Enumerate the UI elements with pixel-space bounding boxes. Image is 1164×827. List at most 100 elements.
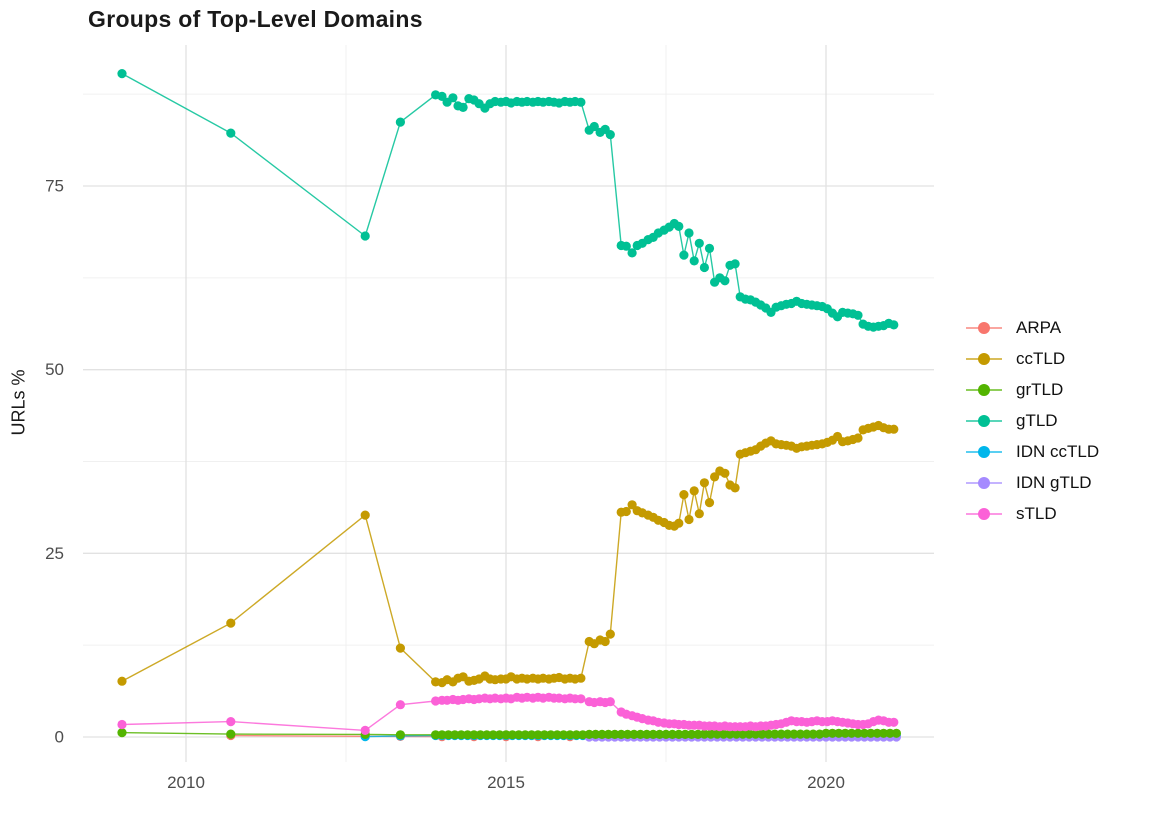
series-point-grtld: [610, 729, 620, 740]
series-point-grtld: [463, 730, 473, 740]
series-point-grtld: [443, 730, 453, 740]
series-point-stld: [576, 694, 586, 704]
series-point-grtld: [885, 728, 895, 738]
series-point-grtld: [872, 728, 882, 738]
legend-item-stld: sTLD: [966, 504, 1099, 524]
series-point-grtld: [853, 728, 863, 738]
legend-key-icon: [966, 442, 1002, 462]
series-point-grtld: [751, 729, 761, 739]
series-point-cctld: [360, 510, 370, 520]
legend-label: grTLD: [1016, 380, 1064, 399]
series-point-grtld: [507, 730, 517, 740]
series-point-cctld: [694, 509, 704, 519]
series-point-stld: [360, 725, 370, 736]
series-point-grtld: [706, 729, 716, 739]
series-point-grtld: [744, 729, 754, 739]
series-point-grtld: [776, 729, 786, 739]
series-point-grtld: [642, 729, 652, 740]
series-point-grtld: [635, 729, 646, 740]
series-point-grtld: [514, 730, 524, 740]
series-point-cctld: [576, 673, 586, 683]
series-point-gtld: [689, 256, 699, 266]
series-point-stld: [889, 717, 899, 727]
series-point-grtld: [437, 730, 447, 740]
series-point-grtld: [559, 730, 569, 740]
series-point-gtld: [621, 241, 631, 251]
legend-item-grtld: grTLD: [966, 380, 1099, 400]
series-point-gtld: [448, 93, 458, 103]
series-point-gtld: [226, 128, 236, 138]
series-point-grtld: [495, 730, 505, 740]
series-point-cctld: [684, 514, 694, 525]
series-point-grtld: [552, 730, 562, 740]
series-point-gtld: [627, 248, 637, 258]
series-point-grtld: [667, 729, 678, 740]
series-point-cctld: [674, 518, 684, 528]
series-point-gtld: [674, 221, 684, 231]
series-point-gtld: [360, 231, 370, 241]
series-point-cctld: [889, 424, 899, 434]
series-point-grtld: [488, 730, 498, 740]
series-point-grtld: [629, 729, 639, 740]
series-point-grtld: [469, 730, 479, 740]
series-point-cctld: [699, 478, 710, 488]
series-point-cctld: [853, 433, 863, 443]
series-point-stld: [605, 697, 615, 707]
series-point-cctld: [605, 629, 615, 639]
series-point-grtld: [808, 729, 818, 739]
legend-label: ccTLD: [1016, 349, 1066, 368]
series-point-grtld: [655, 729, 665, 740]
y-tick-label: 25: [45, 544, 64, 563]
series-point-gtld: [699, 262, 710, 273]
series-point-grtld: [719, 729, 729, 739]
series-point-grtld: [597, 729, 607, 740]
legend-item-idn-cctld: IDN ccTLD: [966, 442, 1099, 462]
series-point-cctld: [600, 636, 610, 647]
y-tick-label: 0: [55, 728, 64, 747]
series-point-cctld: [730, 483, 740, 493]
series-point-grtld: [821, 728, 831, 738]
series-point-gtld: [117, 69, 127, 79]
series-point-grtld: [712, 729, 722, 739]
series-point-gtld: [395, 117, 405, 127]
series-point-grtld: [520, 730, 530, 740]
series-point-grtld: [789, 729, 799, 739]
series-point-gtld: [853, 310, 863, 320]
series-point-grtld: [603, 729, 614, 740]
legend-key-icon: [966, 380, 1002, 400]
chart-title: Groups of Top-Level Domains: [88, 6, 423, 32]
series-point-gtld: [889, 320, 899, 330]
legend-key-icon: [966, 411, 1002, 431]
legend-item-arpa: ARPA: [966, 318, 1099, 338]
series-point-grtld: [680, 729, 690, 740]
series-point-grtld: [501, 730, 511, 740]
series-point-grtld: [795, 729, 806, 739]
series-point-grtld: [450, 730, 460, 740]
series-point-cctld: [689, 486, 699, 496]
series-point-gtld: [684, 228, 694, 238]
series-point-grtld: [783, 729, 793, 739]
series-point-grtld: [527, 730, 537, 740]
series-point-cctld: [710, 472, 720, 482]
series-point-grtld: [482, 730, 492, 740]
legend-item-gtld: gTLD: [966, 411, 1099, 431]
series-point-grtld: [738, 729, 748, 739]
series-point-grtld: [571, 730, 582, 740]
series-point-cctld: [395, 643, 405, 653]
series-point-grtld: [591, 729, 601, 740]
series-point-grtld: [533, 730, 543, 740]
series-point-grtld: [770, 729, 780, 739]
series-point-grtld: [879, 728, 889, 738]
series-point-stld: [117, 719, 127, 730]
series-point-grtld: [866, 728, 876, 738]
legend-label: IDN gTLD: [1016, 473, 1092, 492]
series-point-grtld: [827, 728, 838, 738]
series-point-grtld: [840, 728, 850, 738]
series-point-cctld: [117, 676, 127, 686]
series-point-gtld: [605, 130, 615, 140]
series-point-grtld: [226, 729, 236, 739]
legend-label: gTLD: [1016, 411, 1058, 430]
series-point-grtld: [725, 729, 735, 739]
legend-label: ARPA: [1016, 318, 1062, 337]
